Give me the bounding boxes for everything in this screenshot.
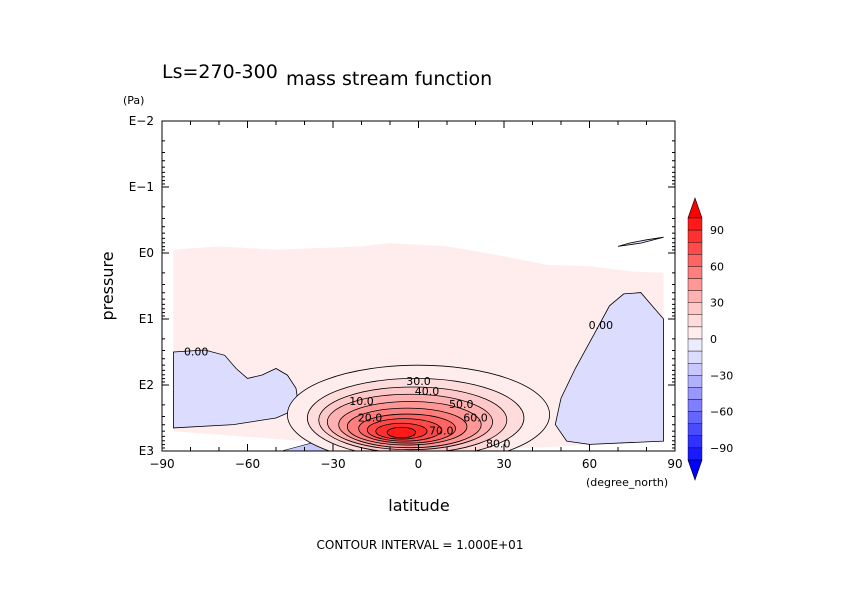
contour-label: 30.0 <box>406 375 431 388</box>
colorbar-band <box>687 350 703 364</box>
colorbar-band <box>687 229 703 243</box>
colorbar-tick-label: −30 <box>710 369 733 382</box>
colorbar-band <box>687 326 703 340</box>
chart-title: mass stream function <box>286 68 492 90</box>
negative-region-north <box>554 292 664 445</box>
colorbar-band <box>687 314 703 328</box>
colorbar-band <box>687 411 703 424</box>
colorbar-tick-label: −60 <box>710 406 733 419</box>
colorbar-band <box>687 302 703 316</box>
contour-label: 70.0 <box>429 425 454 438</box>
x-tick-label: 0 <box>415 457 423 471</box>
y-tick-label: E0 <box>139 246 154 260</box>
colorbar-tick-label: 60 <box>710 260 724 273</box>
colorbar-top-triangle <box>687 197 703 219</box>
negative-region-top <box>617 236 664 247</box>
axes: −90 −60 −30 0 30 60 90 E−2 E−1 E0 E1 E2 E3 <box>129 114 683 471</box>
y-tick-label: E−1 <box>129 180 154 194</box>
colorbar-band <box>687 290 703 303</box>
colorbar-band <box>687 254 703 267</box>
y-tick-label: E2 <box>139 378 154 392</box>
y-axis-label: pressure <box>98 251 117 320</box>
colorbar-tick-label: 90 <box>710 224 724 237</box>
contour-label: 40.0 <box>415 385 440 398</box>
x-tick-label: −30 <box>320 457 345 471</box>
colorbar-band <box>687 266 703 279</box>
colorbar-band <box>687 363 703 376</box>
contour-interval-note: CONTOUR INTERVAL = 1.000E+01 <box>317 538 524 552</box>
y-tick-label: E1 <box>139 312 154 326</box>
x-axis-label: latitude <box>388 496 449 515</box>
y-tick-label: E3 <box>139 444 154 458</box>
colorbar-band <box>687 447 703 461</box>
contour-label: 0.00 <box>589 319 614 332</box>
plot-area <box>161 236 676 471</box>
contour-label: 60.0 <box>463 411 488 424</box>
colorbar: 90 60 30 0 −30 −60 −90 <box>687 197 733 481</box>
contour-level-100 <box>386 426 417 439</box>
colorbar-band <box>687 435 703 449</box>
colorbar-band <box>687 423 703 437</box>
x-tick-label: −90 <box>149 457 174 471</box>
colorbar-tick-label: 0 <box>710 333 717 346</box>
colorbar-tick-label: 30 <box>710 297 724 310</box>
colorbar-bottom-triangle <box>687 459 703 481</box>
x-unit: (degree_north) <box>586 476 668 489</box>
x-tick-label: 60 <box>582 457 597 471</box>
colorbar-band <box>687 387 703 400</box>
colorbar-band <box>687 217 703 231</box>
contour-labels: 0.00 0.00 10.0 20.0 30.040.0 50.060.0 70.0 80.0 <box>184 319 613 451</box>
colorbar-band <box>687 278 703 291</box>
contour-label: 80.0 <box>486 438 511 451</box>
contour-label: 0.00 <box>184 345 209 358</box>
y-unit: (Pa) <box>123 94 144 107</box>
contour-label: 20.0 <box>358 411 383 424</box>
colorbar-band <box>687 399 703 412</box>
x-tick-label: 30 <box>496 457 511 471</box>
chart-subtitle: Ls=270-300 <box>162 61 278 83</box>
colorbar-band <box>687 241 703 255</box>
y-tick-label: E−2 <box>129 114 154 128</box>
frame-bottom-mask <box>161 451 676 471</box>
x-tick-label: 90 <box>667 457 682 471</box>
contour-label: 10.0 <box>349 395 374 408</box>
x-tick-label: −60 <box>235 457 260 471</box>
contour-label: 50.0 <box>449 398 474 411</box>
colorbar-tick-label: −90 <box>710 442 733 455</box>
colorbar-band <box>687 375 703 388</box>
negative-region-south <box>173 349 300 429</box>
colorbar-band <box>687 338 703 352</box>
